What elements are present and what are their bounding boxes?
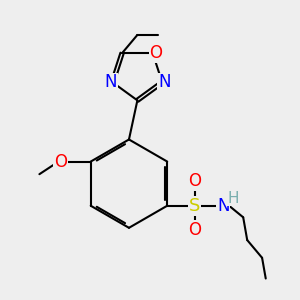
Text: H: H bbox=[228, 191, 239, 206]
Text: N: N bbox=[104, 73, 117, 91]
Text: N: N bbox=[158, 73, 170, 91]
Text: O: O bbox=[188, 221, 201, 239]
Text: O: O bbox=[188, 172, 201, 190]
Text: O: O bbox=[54, 153, 67, 171]
Text: S: S bbox=[189, 197, 200, 215]
Text: O: O bbox=[150, 44, 163, 62]
Text: N: N bbox=[217, 197, 230, 215]
